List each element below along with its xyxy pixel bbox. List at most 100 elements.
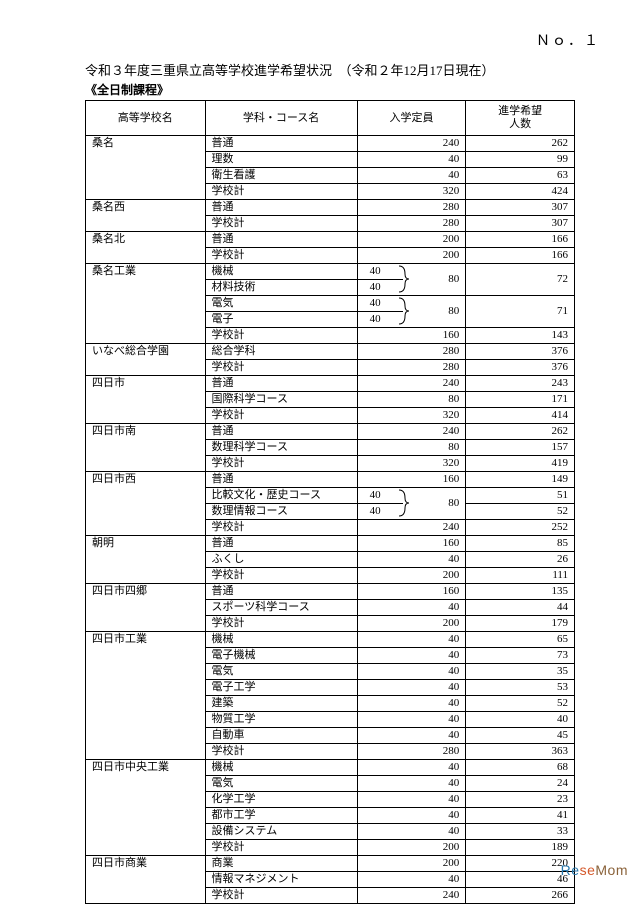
watermark-mom: Mom	[595, 862, 628, 878]
wish-cell: 52	[466, 504, 575, 520]
course-cell: 物質工学	[205, 712, 357, 728]
course-cell: 学校計	[205, 568, 357, 584]
school-cell: 桑名北	[86, 232, 206, 264]
wish-cell: 35	[466, 664, 575, 680]
course-cell: 学校計	[205, 616, 357, 632]
wish-cell: 46	[466, 872, 575, 888]
wish-cell: 266	[466, 888, 575, 904]
course-cell: 普通	[205, 376, 357, 392]
wish-cell: 143	[466, 328, 575, 344]
content-area: 令和３年度三重県立高等学校進学希望状況 （令和２年12月17日現在） 《全日制課…	[85, 60, 575, 904]
course-cell: 普通	[205, 200, 357, 216]
course-cell: 普通	[205, 136, 357, 152]
wish-cell: 44	[466, 600, 575, 616]
school-cell: 桑名	[86, 136, 206, 200]
course-cell: 学校計	[205, 744, 357, 760]
course-cell: 普通	[205, 424, 357, 440]
wish-cell: 262	[466, 136, 575, 152]
capacity-cell: 40	[357, 632, 466, 648]
course-cell: 電子	[205, 312, 357, 328]
wish-cell: 262	[466, 424, 575, 440]
page-number: Ｎｏ．１	[536, 30, 600, 50]
capacity-cell: 160	[357, 328, 466, 344]
course-cell: 数理科学コース	[205, 440, 357, 456]
course-cell: 機械	[205, 632, 357, 648]
watermark: ReseMom	[561, 862, 628, 878]
capacity-cell: 240	[357, 520, 466, 536]
wish-cell: 189	[466, 840, 575, 856]
wish-cell: 65	[466, 632, 575, 648]
capacity-cell: 200	[357, 248, 466, 264]
capacity-cell: 40	[357, 824, 466, 840]
wish-cell: 68	[466, 760, 575, 776]
capacity-cell: 200	[357, 856, 466, 872]
capacity-cell: 40	[357, 776, 466, 792]
course-cell: 機械	[205, 760, 357, 776]
course-cell: 学校計	[205, 456, 357, 472]
capacity-cell: 200	[357, 616, 466, 632]
wish-cell: 33	[466, 824, 575, 840]
wish-cell: 252	[466, 520, 575, 536]
capacity-cell: 80	[357, 440, 466, 456]
bracket-capacity: 80	[403, 488, 466, 520]
capacity-cell: 160	[357, 536, 466, 552]
course-cell: 学校計	[205, 184, 357, 200]
capacity-cell: 160	[357, 472, 466, 488]
wish-cell: 99	[466, 152, 575, 168]
wish-cell: 40	[466, 712, 575, 728]
course-cell: 電子工学	[205, 680, 357, 696]
capacity-cell: 280	[357, 744, 466, 760]
data-table: 高等学校名 学科・コース名 入学定員 進学希望 人数 桑名普通240262理数4…	[85, 100, 575, 904]
school-cell: 四日市南	[86, 424, 206, 472]
wish-cell: 376	[466, 344, 575, 360]
course-cell: 電子機械	[205, 648, 357, 664]
watermark-re: Re	[561, 862, 580, 878]
capacity-cell: 40	[357, 680, 466, 696]
course-cell: 総合学科	[205, 344, 357, 360]
course-cell: 比較文化・歴史コース	[205, 488, 357, 504]
wish-cell: 85	[466, 536, 575, 552]
capacity-cell: 80	[357, 392, 466, 408]
capacity-cell: 40	[357, 712, 466, 728]
capacity-cell: 320	[357, 408, 466, 424]
wish-cell: 41	[466, 808, 575, 824]
school-cell: 四日市	[86, 376, 206, 424]
course-cell: 電気	[205, 296, 357, 312]
capacity-cell: 40	[357, 696, 466, 712]
wish-cell: 376	[466, 360, 575, 376]
wish-cell: 307	[466, 200, 575, 216]
course-cell: 数理情報コース	[205, 504, 357, 520]
capacity-cell: 40	[357, 552, 466, 568]
course-cell: 学校計	[205, 248, 357, 264]
capacity-cell: 40	[357, 648, 466, 664]
wish-cell: 157	[466, 440, 575, 456]
capacity-cell: 40	[357, 808, 466, 824]
page-title: 令和３年度三重県立高等学校進学希望状況 （令和２年12月17日現在）	[85, 60, 575, 79]
school-cell: 四日市四郷	[86, 584, 206, 632]
school-cell: 朝明	[86, 536, 206, 584]
course-cell: 普通	[205, 232, 357, 248]
capacity-cell: 200	[357, 568, 466, 584]
school-cell: 桑名工業	[86, 264, 206, 344]
capacity-cell: 40	[357, 792, 466, 808]
capacity-cell: 200	[357, 232, 466, 248]
wish-cell: 419	[466, 456, 575, 472]
capacity-cell: 40	[357, 872, 466, 888]
page-subtitle: 《全日制課程》	[85, 81, 575, 98]
course-cell: 情報マネジメント	[205, 872, 357, 888]
course-cell: 学校計	[205, 840, 357, 856]
capacity-cell: 240	[357, 424, 466, 440]
wish-cell: 51	[466, 488, 575, 504]
bracket-capacity: 80	[403, 296, 466, 328]
wish-cell: 53	[466, 680, 575, 696]
school-cell: 四日市商業	[86, 856, 206, 904]
course-cell: 電気	[205, 664, 357, 680]
course-cell: 都市工学	[205, 808, 357, 824]
header-row: 高等学校名 学科・コース名 入学定員 進学希望 人数	[86, 101, 575, 136]
capacity-cell: 40	[357, 664, 466, 680]
wish-cell: 149	[466, 472, 575, 488]
course-cell: 化学工学	[205, 792, 357, 808]
wish-cell: 71	[466, 296, 575, 328]
wish-cell: 26	[466, 552, 575, 568]
school-cell: 四日市中央工業	[86, 760, 206, 856]
